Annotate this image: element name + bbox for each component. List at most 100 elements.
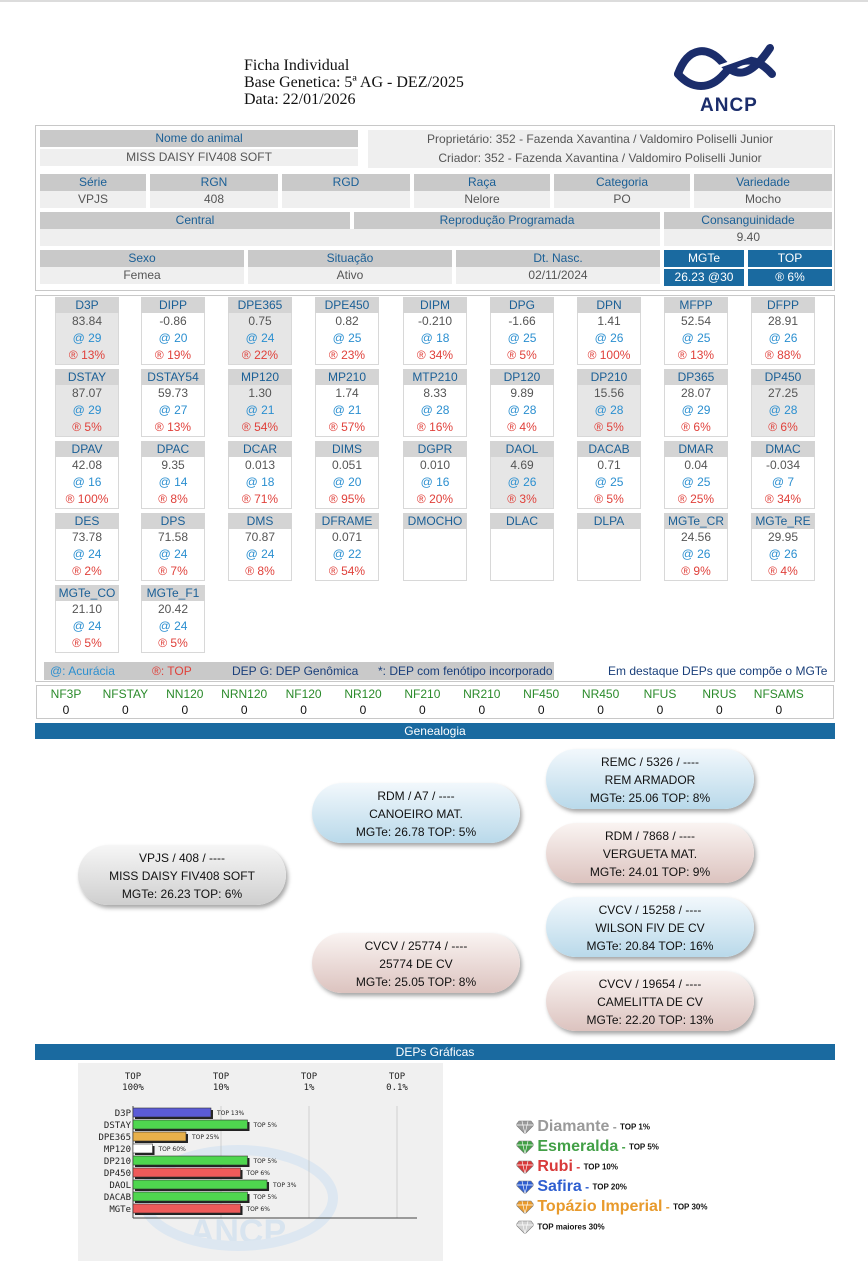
ancp-logo-icon <box>674 44 776 90</box>
dep-values: -0.210 @ 18 ® 34% <box>403 313 467 365</box>
pedigree-ss-id: REMC / 5326 / ---- <box>600 755 699 769</box>
dep-value: 0.82 <box>335 314 359 328</box>
legend-top: ®: TOP <box>152 664 192 678</box>
dep-card-mgte_f1: MGTe_F1 20.42 @ 24 ® 5% <box>141 585 205 653</box>
dep-values: 0.071 @ 22 ® 54% <box>315 529 379 581</box>
categoria-value: PO <box>554 191 690 208</box>
dep-card-mtp210: MTP210 8.33 @ 28 ® 16% <box>403 369 467 437</box>
dep-accuracy: @ 26 <box>768 331 798 345</box>
dep-grid-panel <box>35 295 835 682</box>
bar-data-label: TOP 5% <box>252 1158 277 1165</box>
legend-destaque: Em destaque DEPs que compõe o MGTe <box>608 664 828 678</box>
dep-values: 8.33 @ 28 ® 16% <box>403 385 467 437</box>
central-value <box>40 229 660 246</box>
dep-value: 8.33 <box>423 386 447 400</box>
nf-label: NF210 <box>404 687 441 701</box>
dep-accuracy: @ 21 <box>245 403 275 417</box>
dep-card-dframe: DFRAME 0.071 @ 22 ® 54% <box>315 513 379 581</box>
dep-name: DAOL <box>490 441 554 457</box>
pedigree-sire: RDM / A7 / ---- CANOEIRO MAT. MGTe: 26.7… <box>312 783 520 843</box>
dep-name: DGPR <box>403 441 467 457</box>
dep-name: MP210 <box>315 369 379 385</box>
bar <box>132 1155 248 1166</box>
dep-name: DPG <box>490 297 554 313</box>
dep-value: 27.25 <box>767 386 799 400</box>
nf-label: NF450 <box>523 687 560 701</box>
dep-top: ® 54% <box>241 420 279 434</box>
dep-name: DPS <box>141 513 205 529</box>
dep-name: DP120 <box>490 369 554 385</box>
dep-top: ® 5% <box>72 420 102 434</box>
medal-name: Safira <box>537 1178 582 1195</box>
medal-name: Diamante <box>537 1118 610 1135</box>
animal-info-panel: Nome do animal MISS DAISY FIV408 SOFT Pr… <box>35 125 835 291</box>
dep-card-dp365: DP365 28.07 @ 29 ® 6% <box>664 369 728 437</box>
dep-values: 15.56 @ 28 ® 5% <box>577 385 641 437</box>
dep-values: 1.41 @ 26 ® 100% <box>577 313 641 365</box>
nf-nf120: NF120 0 <box>274 687 334 718</box>
dep-value: 1.41 <box>597 314 621 328</box>
dep-accuracy: @ 24 <box>158 547 188 561</box>
situacao-label: Situação <box>248 250 452 267</box>
dep-name: MGTe_CO <box>55 585 119 601</box>
dep-accuracy: @ 25 <box>681 331 711 345</box>
dep-accuracy: @ 28 <box>420 403 450 417</box>
nf-label: NRUS <box>702 687 737 701</box>
dep-accuracy: @ 25 <box>594 475 624 489</box>
dep-card-mgte_cr: MGTe_CR 24.56 @ 26 ® 9% <box>664 513 728 581</box>
ancp-logo-text: ANCP <box>700 95 758 116</box>
nf-value: 0 <box>62 703 70 717</box>
bar <box>132 1119 248 1130</box>
dep-card-dmocho: DMOCHO <box>403 513 467 581</box>
pedigree-animal-name: MISS DAISY FIV408 SOFT <box>109 869 255 883</box>
pedigree-sire-sire: REMC / 5326 / ---- REM ARMADOR MGTe: 25.… <box>546 749 754 809</box>
dep-values: 70.87 @ 24 ® 8% <box>228 529 292 581</box>
dep-value: -0.034 <box>765 458 801 472</box>
dep-top: ® 23% <box>328 348 366 362</box>
top-border <box>0 0 868 2</box>
nf-value: 0 <box>300 703 307 717</box>
nf-value: 0 <box>775 703 783 717</box>
dep-name: DSTAY <box>55 369 119 385</box>
bar-data-label: TOP 5% <box>252 1122 277 1129</box>
dep-name: DPAV <box>55 441 119 457</box>
dep-values: 0.75 @ 24 ® 22% <box>228 313 292 365</box>
dep-name: DMAC <box>751 441 815 457</box>
dep-name: DMS <box>228 513 292 529</box>
pedigree-sire-mgte: MGTe: 26.78 TOP: 5% <box>355 825 477 839</box>
dep-name: DCAR <box>228 441 292 457</box>
nf-nrn120: NRN120 0 <box>214 687 274 718</box>
dep-value: 28.91 <box>767 314 799 328</box>
dep-values: 0.013 @ 18 ® 71% <box>228 457 292 509</box>
x-tick-label: TOP 10% <box>213 1072 230 1093</box>
dep-top: ® 6% <box>681 420 711 434</box>
dep-card-dpg: DPG -1.66 @ 25 ® 5% <box>490 297 554 365</box>
dep-value: 15.56 <box>593 386 625 400</box>
dep-accuracy: @ 18 <box>420 331 450 345</box>
category-label: D3P <box>115 1109 132 1119</box>
dep-values <box>577 529 641 581</box>
dep-name: DPE365 <box>228 297 292 313</box>
legend-acuracia: @: Acurácia <box>50 664 115 678</box>
legend-depg: DEP G: DEP Genômica <box>232 664 359 678</box>
dep-value: 24.56 <box>680 530 712 544</box>
pedigree-dam-name: 25774 DE CV <box>379 957 453 971</box>
raca-value: Nelore <box>414 191 550 208</box>
dep-value: 0.75 <box>248 314 272 328</box>
dep-name: DFPP <box>751 297 815 313</box>
dep-accuracy <box>578 546 640 563</box>
breeder-text: Criador: 352 - Fazenda Xavantina / Valdo… <box>368 149 832 168</box>
variedade-value: Mocho <box>694 191 832 208</box>
nf-value: 0 <box>122 703 129 717</box>
nf-nfus: NFUS 0 <box>630 687 690 718</box>
dep-name: DES <box>55 513 119 529</box>
dep-accuracy: @ 26 <box>681 547 711 561</box>
pedigree-sire-id: RDM / A7 / ---- <box>377 789 455 803</box>
pedigree-ss-name: REM ARMADOR <box>604 773 696 787</box>
dep-value: 52.54 <box>680 314 712 328</box>
dep-name: MGTe_CR <box>664 513 728 529</box>
dep-top: ® 5% <box>158 636 188 650</box>
dep-values: 27.25 @ 28 ® 6% <box>751 385 815 437</box>
dep-accuracy: @ 7 <box>771 475 795 489</box>
dep-values: 28.07 @ 29 ® 6% <box>664 385 728 437</box>
